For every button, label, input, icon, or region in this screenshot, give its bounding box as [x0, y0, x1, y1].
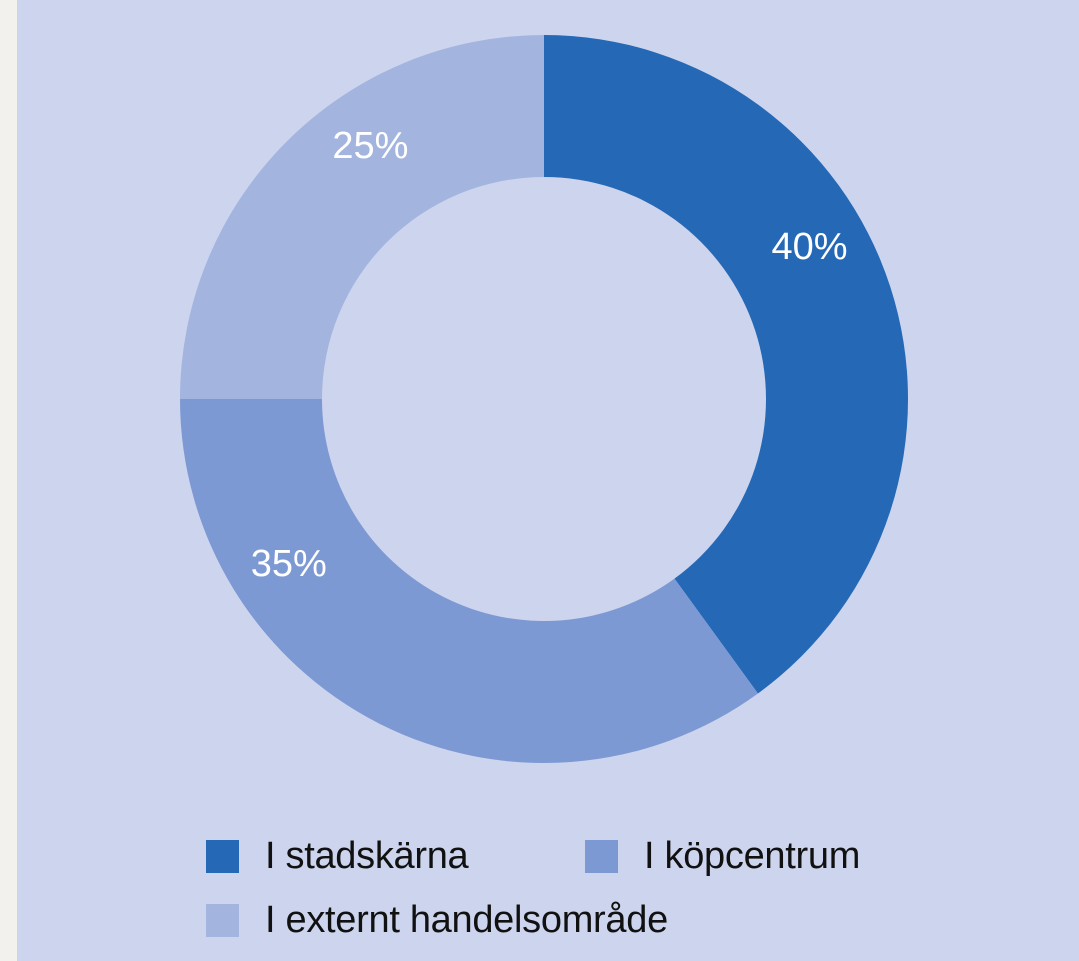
slice-stadskarna-value-label: 40%	[772, 226, 848, 268]
legend-item-externt-handelsomrade: I externt handelsområde	[206, 896, 668, 944]
donut-chart: 40% 35% 25%	[180, 35, 909, 764]
slice-externt-handelsomrade	[180, 35, 544, 399]
legend-label-kopcentrum: I köpcentrum	[644, 834, 861, 877]
slice-externt-handelsomrade-value-label: 25%	[332, 125, 408, 167]
slice-kopcentrum-value-label: 35%	[251, 543, 327, 585]
legend-item-stadskarna: I stadskärna	[206, 832, 469, 880]
legend-item-kopcentrum: I köpcentrum	[585, 832, 860, 880]
legend-swatch-stadskarna	[206, 839, 239, 873]
legend-swatch-externt-handelsomrade	[206, 903, 239, 937]
legend-swatch-kopcentrum	[585, 839, 618, 873]
slice-stadskarna	[544, 35, 909, 694]
chart-panel: 40% 35% 25% I stadskärna I köpcentrum I ex…	[17, 0, 1079, 961]
slice-kopcentrum	[180, 399, 758, 764]
legend-label-stadskarna: I stadskärna	[265, 834, 469, 877]
legend-label-externt-handelsomrade: I externt handelsområde	[265, 898, 668, 941]
